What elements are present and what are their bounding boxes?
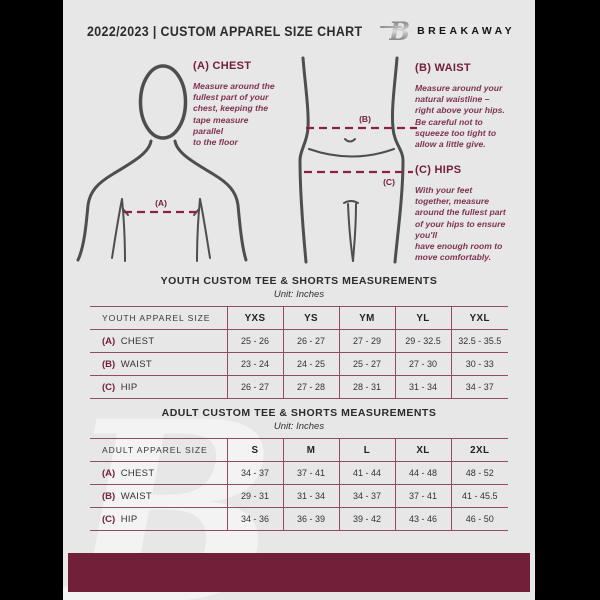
logo-bar-icon (379, 25, 402, 28)
row-prefix: (A) (102, 467, 116, 479)
size-chart-document: 2022/2023 | CUSTOM APPAREL SIZE CHART B … (63, 0, 535, 600)
adult-chest-row: (A) CHEST 34 - 37 37 - 41 41 - 44 44 - 4… (90, 461, 508, 485)
chest-guide-body: Measure around the fullest part of your … (193, 81, 275, 147)
adult-col-2xl: 2XL (450, 438, 508, 462)
row-label: HIP (120, 513, 138, 525)
youth-col-yl: YL (394, 306, 451, 330)
cell: 32.5 - 35.5 (450, 329, 508, 353)
adult-hip-row: (C) HIP 34 - 36 36 - 39 39 - 42 43 - 46 … (90, 507, 508, 531)
row-prefix: (C) (102, 513, 116, 525)
cell: 43 - 46 (394, 507, 451, 531)
adult-size-label-cell: ADULT APPAREL SIZE (102, 445, 208, 455)
youth-chest-row: (A) CHEST 25 - 26 26 - 27 27 - 29 29 - 3… (90, 329, 508, 353)
chest-guide-heading: (A) CHEST (193, 60, 252, 72)
youth-table-header-row: YOUTH APPAREL SIZE YXS YS YM YL YXL (90, 306, 508, 330)
cell: 41 - 44 (338, 461, 395, 485)
adult-col-l: L (338, 438, 395, 462)
cell: 24 - 25 (282, 352, 339, 376)
adult-waist-row: (B) WAIST 29 - 31 31 - 34 34 - 37 37 - 4… (90, 484, 508, 508)
youth-size-table: YOUTH APPAREL SIZE YXS YS YM YL YXL (A) … (90, 306, 508, 399)
cell: 26 - 27 (226, 375, 283, 399)
adult-table-header-row: ADULT APPAREL SIZE S M L XL 2XL (90, 438, 508, 462)
cell: 31 - 34 (394, 375, 451, 399)
youth-col-yxs: YXS (226, 306, 283, 330)
cell: 34 - 37 (338, 484, 395, 508)
row-label: WAIST (120, 358, 152, 370)
adult-size-table: ADULT APPAREL SIZE S M L XL 2XL (A) CHES… (90, 438, 508, 531)
cell: 46 - 50 (450, 507, 508, 531)
document-header: 2022/2023 | CUSTOM APPAREL SIZE CHART B … (87, 17, 515, 45)
cell: 34 - 37 (226, 461, 283, 485)
brand-lockup: B BREAKAWAY (379, 19, 515, 44)
cell: 44 - 48 (394, 461, 451, 485)
adult-unit-label: Unit: Inches (273, 421, 325, 432)
youth-section-title: YOUTH CUSTOM TEE & SHORTS MEASUREMENTS (160, 275, 438, 287)
cell: 36 - 39 (282, 507, 339, 531)
breakaway-logo-icon: B (379, 19, 410, 44)
cell: 27 - 29 (338, 329, 395, 353)
youth-col-yxl: YXL (450, 306, 508, 330)
adult-section-title: ADULT CUSTOM TEE & SHORTS MEASUREMENTS (161, 407, 437, 419)
cell: 48 - 52 (450, 461, 508, 485)
cell: 29 - 32.5 (394, 329, 451, 353)
cell: 37 - 41 (394, 484, 451, 508)
youth-waist-row: (B) WAIST 23 - 24 24 - 25 25 - 27 27 - 3… (90, 352, 508, 376)
youth-col-ys: YS (282, 306, 339, 330)
youth-size-label-cell: YOUTH APPAREL SIZE (102, 313, 211, 323)
cell: 29 - 31 (226, 484, 283, 508)
adult-col-s: S (226, 438, 283, 462)
brand-name: BREAKAWAY (417, 25, 515, 37)
cell: 34 - 37 (450, 375, 508, 399)
cell: 23 - 24 (226, 352, 283, 376)
row-label: WAIST (120, 490, 152, 502)
row-prefix: (C) (102, 381, 116, 393)
hips-guide-heading: (C) HIPS (415, 164, 462, 176)
youth-hip-row: (C) HIP 26 - 27 27 - 28 28 - 31 31 - 34 … (90, 375, 508, 399)
waist-marker-label: (B) (359, 114, 371, 124)
cell: 28 - 31 (338, 375, 395, 399)
youth-col-ym: YM (338, 306, 395, 330)
youth-unit-label: Unit: Inches (273, 289, 325, 300)
cell: 25 - 26 (226, 329, 283, 353)
cell: 27 - 28 (282, 375, 339, 399)
row-prefix: (A) (102, 335, 116, 347)
row-prefix: (B) (102, 358, 116, 370)
cell: 25 - 27 (338, 352, 395, 376)
adult-col-xl: XL (394, 438, 451, 462)
hips-guide-body: With your feet together, measure around … (415, 185, 506, 263)
cell: 31 - 34 (282, 484, 339, 508)
waist-guide-body: Measure around your natural waistline – … (415, 83, 505, 149)
cell: 27 - 30 (394, 352, 451, 376)
cell: 34 - 36 (226, 507, 283, 531)
row-label: CHEST (120, 467, 155, 479)
cell: 30 - 33 (450, 352, 508, 376)
cell: 39 - 42 (338, 507, 395, 531)
cell: 37 - 41 (282, 461, 339, 485)
chest-marker-label: (A) (155, 198, 167, 208)
hips-marker-label: (C) (383, 177, 395, 187)
waist-guide-heading: (B) WAIST (415, 62, 471, 74)
chest-guide: (A) CHEST Measure around the fullest par… (193, 60, 279, 148)
torso-figure-illustration: (A) (76, 64, 248, 262)
row-label: CHEST (120, 335, 155, 347)
footer-bar (68, 553, 530, 592)
cell: 26 - 27 (282, 329, 339, 353)
waist-guide: (B) WAIST Measure around your natural wa… (415, 62, 523, 150)
hips-guide: (C) HIPS With your feet together, measur… (415, 164, 523, 263)
row-label: HIP (120, 381, 138, 393)
lower-body-figure-illustration: (B) (C) (298, 56, 417, 264)
document-title: 2022/2023 | CUSTOM APPAREL SIZE CHART (87, 23, 363, 39)
adult-col-m: M (282, 438, 339, 462)
row-prefix: (B) (102, 490, 116, 502)
cell: 41 - 45.5 (450, 484, 508, 508)
